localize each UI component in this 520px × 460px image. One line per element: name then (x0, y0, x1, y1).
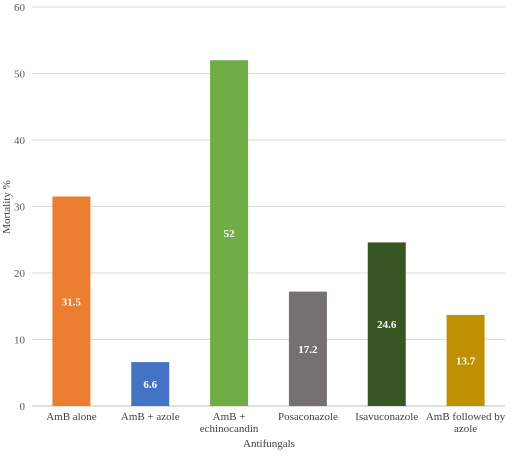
y-axis-ticks: 0 10 20 30 40 50 60 (14, 2, 26, 413)
data-label: 13.7 (456, 355, 476, 367)
category-label: AmB + azole (121, 411, 180, 423)
category-label-line: AmB + (213, 411, 246, 423)
bar (210, 60, 249, 406)
data-label: 17.2 (298, 344, 318, 356)
category-label-line: AmB + azole (121, 411, 180, 423)
category-label: AmB + echinocandin (200, 411, 259, 435)
category-label-line: AmB followed by (426, 411, 506, 423)
category-label-line: azole (454, 423, 477, 435)
x-axis-categories: AmB alone AmB + azole AmB + echinocandin Pos… (46, 411, 506, 435)
data-label: 52 (224, 228, 236, 240)
y-tick-label: 40 (14, 135, 26, 147)
x-axis-title: Antifungals (243, 438, 295, 450)
category-label-line: Posaconazole (278, 411, 338, 423)
y-tick-label: 10 (14, 335, 26, 347)
category-label: AmB followed by azole (426, 411, 506, 435)
y-tick-label: 20 (14, 268, 26, 280)
bars (52, 60, 485, 406)
y-tick-label: 50 (14, 69, 26, 81)
y-tick-label: 60 (14, 2, 26, 14)
bar (446, 314, 485, 406)
category-label-line: echinocandin (200, 423, 259, 435)
category-label-line: AmB alone (46, 411, 97, 423)
data-label: 31.5 (62, 296, 82, 308)
data-label: 24.6 (377, 319, 397, 331)
bar (131, 362, 170, 406)
category-label-line: Isavuconazole (355, 411, 418, 423)
bar (288, 291, 327, 406)
category-label: Isavuconazole (355, 411, 418, 423)
y-tick-label: 30 (14, 202, 26, 214)
y-axis-title: Mortality % (1, 180, 13, 233)
category-label: Posaconazole (278, 411, 338, 423)
bar (367, 242, 406, 406)
data-label: 6.6 (143, 379, 157, 391)
y-tick-label: 0 (20, 401, 26, 413)
gridlines (32, 6, 505, 407)
bar (52, 196, 91, 406)
data-labels: 31.5 6.6 52 17.2 24.6 13.7 (62, 228, 476, 391)
category-label: AmB alone (46, 411, 97, 423)
